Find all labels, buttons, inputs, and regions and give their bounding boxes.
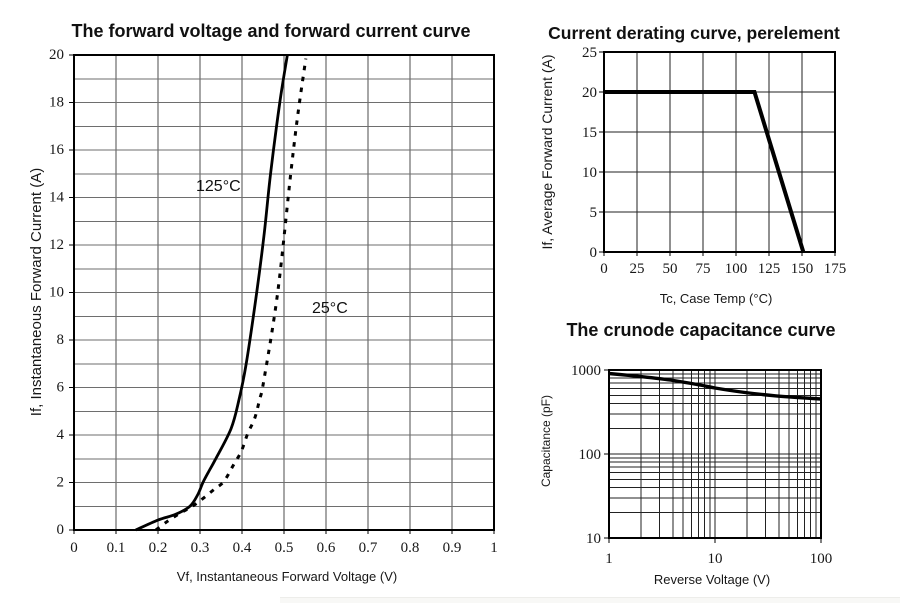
svg-text:Vf, Instantaneous Forward Volt: Vf, Instantaneous Forward Voltage (V) [177, 569, 397, 584]
svg-text:10: 10 [582, 165, 597, 181]
svg-text:25: 25 [630, 261, 645, 277]
svg-text:0.6: 0.6 [317, 540, 336, 556]
svg-text:10: 10 [708, 551, 723, 567]
svg-text:0.7: 0.7 [359, 540, 378, 556]
svg-text:6: 6 [57, 380, 65, 396]
svg-text:100: 100 [725, 261, 748, 277]
svg-text:0.3: 0.3 [191, 540, 210, 556]
svg-text:1000: 1000 [571, 363, 601, 379]
svg-text:0.5: 0.5 [275, 540, 294, 556]
svg-text:The forward voltage and forwar: The forward voltage and forward current … [71, 21, 470, 41]
svg-text:1: 1 [605, 551, 613, 567]
svg-text:0.8: 0.8 [401, 540, 420, 556]
svg-text:100: 100 [810, 551, 833, 567]
svg-text:15: 15 [582, 125, 597, 141]
svg-text:2: 2 [57, 475, 65, 491]
svg-text:Reverse Voltage (V): Reverse Voltage (V) [654, 572, 770, 587]
svg-text:10: 10 [586, 531, 601, 547]
svg-text:20: 20 [582, 85, 597, 101]
svg-text:0: 0 [57, 522, 65, 538]
svg-text:20: 20 [49, 47, 64, 63]
svg-text:The crunode capacitance curve: The crunode capacitance curve [566, 320, 835, 340]
svg-text:25°C: 25°C [312, 300, 348, 317]
svg-text:If, Average Forward Current (A: If, Average Forward Current (A) [539, 54, 555, 249]
svg-text:0: 0 [70, 540, 78, 556]
svg-text:75: 75 [696, 261, 711, 277]
svg-text:1: 1 [490, 540, 498, 556]
svg-text:14: 14 [49, 190, 65, 206]
svg-text:16: 16 [49, 142, 65, 158]
svg-text:4: 4 [57, 427, 65, 443]
svg-text:50: 50 [663, 261, 678, 277]
svg-text:18: 18 [49, 95, 64, 111]
svg-text:8: 8 [57, 332, 65, 348]
svg-text:Tc, Case Temp (°C): Tc, Case Temp (°C) [660, 291, 773, 306]
svg-text:100: 100 [579, 447, 602, 463]
svg-text:150: 150 [791, 261, 814, 277]
svg-text:5: 5 [590, 205, 598, 221]
svg-text:125: 125 [758, 261, 781, 277]
svg-text:175: 175 [824, 261, 847, 277]
svg-text:Capacitance (pF): Capacitance (pF) [539, 395, 553, 487]
svg-text:125°C: 125°C [196, 178, 241, 195]
svg-text:10: 10 [49, 285, 64, 301]
svg-text:If, Instantaneous Forward Curr: If, Instantaneous Forward Current (A) [28, 168, 45, 416]
svg-text:0: 0 [590, 245, 598, 261]
svg-text:0.2: 0.2 [149, 540, 168, 556]
svg-text:0.9: 0.9 [443, 540, 462, 556]
svg-text:0: 0 [600, 261, 608, 277]
svg-text:12: 12 [49, 237, 64, 253]
svg-text:Current derating curve, perele: Current derating curve, perelement [548, 23, 840, 43]
svg-text:25: 25 [582, 45, 597, 61]
svg-text:0.1: 0.1 [107, 540, 126, 556]
svg-text:0.4: 0.4 [233, 540, 252, 556]
